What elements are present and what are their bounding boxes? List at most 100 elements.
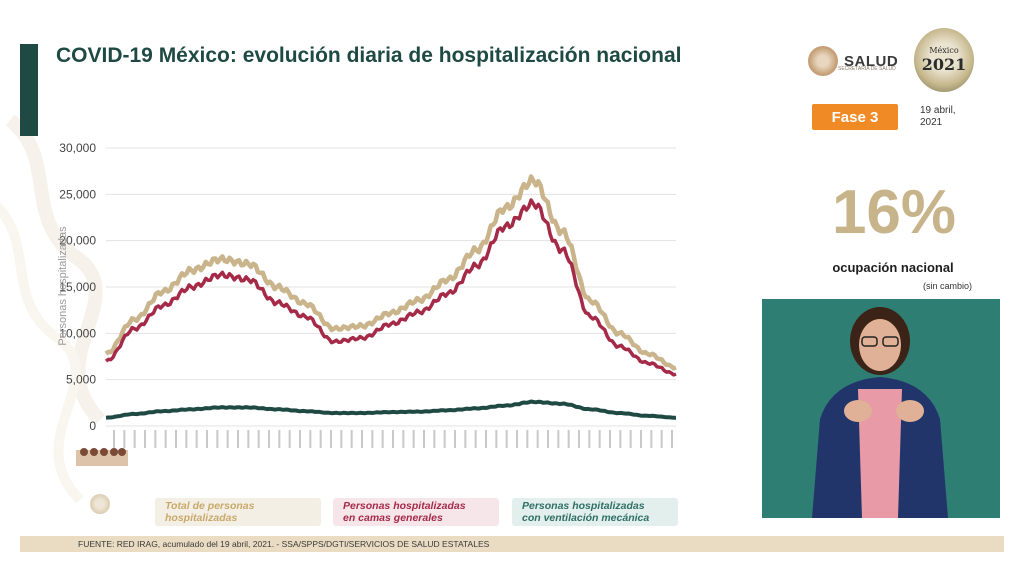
x-tick-mark bbox=[578, 430, 580, 448]
x-tick-mark bbox=[185, 430, 188, 448]
x-tick-mark bbox=[278, 430, 281, 448]
legend-total-line2: hospitalizadas bbox=[165, 512, 238, 524]
y-tick-label: 15,000 bbox=[59, 280, 96, 294]
x-tick-mark bbox=[381, 430, 384, 448]
x-tick-mark bbox=[237, 430, 239, 448]
mexico-2021-logo-year: 2021 bbox=[921, 55, 967, 74]
x-tick-mark bbox=[288, 430, 291, 448]
x-tick-mark bbox=[361, 430, 363, 448]
x-tick-mark bbox=[464, 430, 467, 448]
interpreter-right-hand bbox=[896, 400, 924, 422]
legend-total-line1: Total de personas bbox=[165, 500, 255, 512]
x-tick-mark bbox=[671, 430, 673, 448]
x-tick-mark bbox=[516, 430, 518, 448]
background-decoration bbox=[0, 114, 106, 504]
x-tick-mark bbox=[247, 430, 250, 448]
salud-logo-subtitle: SECRETARÍA DE SALUD bbox=[838, 66, 896, 72]
fase-badge: Fase 3 bbox=[812, 104, 898, 130]
x-tick-mark bbox=[619, 430, 622, 448]
source-footer: FUENTE: RED IRAG, acumulado del 19 abril… bbox=[20, 536, 1004, 552]
x-tick-mark bbox=[443, 430, 446, 448]
x-tick-mark bbox=[206, 430, 208, 448]
salud-logo: SALUD bbox=[808, 46, 898, 76]
y-tick-label: 20,000 bbox=[59, 234, 96, 248]
x-tick-mark bbox=[392, 430, 394, 448]
x-tick-mark bbox=[330, 430, 332, 448]
x-tick-mark bbox=[526, 430, 529, 448]
x-tick-mark bbox=[547, 430, 549, 448]
y-tick-label: 0 bbox=[89, 419, 96, 433]
x-tick-mark bbox=[309, 430, 312, 448]
x-tick-mark bbox=[588, 430, 591, 448]
y-tick-label: 30,000 bbox=[59, 141, 96, 155]
series-line-total bbox=[104, 174, 677, 371]
sign-language-interpreter-video bbox=[762, 299, 1000, 518]
x-tick-mark bbox=[609, 430, 611, 448]
x-tick-mark bbox=[402, 430, 405, 448]
legend-generales-line2: en camas generales bbox=[343, 512, 443, 524]
x-tick-mark bbox=[536, 430, 539, 448]
report-date-line1: 19 abril, bbox=[920, 105, 956, 116]
x-tick-mark bbox=[164, 430, 167, 448]
x-tick-mark bbox=[371, 430, 374, 448]
hospitalization-line-chart: 30,000 25,000 20,000 15,000 10,000 5,000 0 Per… bbox=[57, 141, 677, 448]
x-tick-mark bbox=[598, 430, 601, 448]
legend-ventilacion: Personas hospitalizadas con ventilación … bbox=[512, 498, 678, 526]
x-tick-mark bbox=[226, 430, 229, 448]
chart-y-axis: 30,000 25,000 20,000 15,000 10,000 5,000 0 bbox=[59, 141, 96, 433]
chart-x-axis bbox=[113, 430, 673, 448]
legend-total: Total de personas hospitalizadas bbox=[155, 498, 321, 526]
x-tick-mark bbox=[216, 430, 219, 448]
x-tick-mark bbox=[299, 430, 301, 448]
occupancy-change: (sin cambio) bbox=[922, 281, 972, 291]
y-tick-label: 5,000 bbox=[66, 373, 96, 387]
chart-grid bbox=[106, 147, 676, 427]
interpreter-left-hand bbox=[844, 400, 872, 422]
x-tick-mark bbox=[454, 430, 456, 448]
interpreter-face bbox=[859, 319, 901, 371]
page-title: COVID-19 México: evolución diaria de hos… bbox=[56, 44, 682, 67]
x-tick-mark bbox=[175, 430, 177, 448]
x-tick-mark bbox=[350, 430, 353, 448]
occupancy-percentage: 16% bbox=[831, 178, 957, 247]
x-tick-mark bbox=[567, 430, 570, 448]
interpreter-shirt bbox=[858, 389, 902, 518]
legend-ventilacion-line2: con ventilación mecánica bbox=[522, 512, 650, 524]
x-tick-mark bbox=[495, 430, 498, 448]
x-tick-mark bbox=[113, 430, 115, 448]
x-tick-mark bbox=[474, 430, 477, 448]
title-accent-bar bbox=[20, 44, 38, 136]
x-tick-mark bbox=[257, 430, 260, 448]
y-tick-label: 10,000 bbox=[59, 326, 96, 340]
government-emblem-icon bbox=[90, 494, 110, 514]
x-tick-mark bbox=[423, 430, 425, 448]
chart-y-axis-label: Personas hospitalizadas bbox=[57, 226, 69, 346]
x-tick-mark bbox=[319, 430, 322, 448]
x-tick-mark bbox=[195, 430, 198, 448]
x-tick-mark bbox=[123, 430, 126, 448]
report-date: 19 abril, 2021 bbox=[920, 105, 956, 129]
x-tick-mark bbox=[660, 430, 663, 448]
x-tick-mark bbox=[340, 430, 343, 448]
series-line-ventilacion bbox=[105, 399, 677, 420]
x-tick-mark bbox=[433, 430, 436, 448]
legend-camas-generales: Personas hospitalizadas en camas general… bbox=[333, 498, 499, 526]
x-tick-mark bbox=[133, 430, 136, 448]
x-tick-mark bbox=[629, 430, 632, 448]
x-tick-mark bbox=[412, 430, 415, 448]
series-line-generales bbox=[104, 198, 677, 377]
x-tick-mark bbox=[485, 430, 487, 448]
mexico-2021-logo-text: México bbox=[929, 46, 959, 55]
report-date-line2: 2021 bbox=[920, 117, 943, 128]
occupancy-label: ocupación nacional bbox=[832, 260, 954, 275]
x-tick-mark bbox=[505, 430, 508, 448]
salud-logo-text: SALUD bbox=[844, 52, 899, 70]
mexico-2021-logo: México 2021 bbox=[914, 28, 974, 92]
legend-ventilacion-line1: Personas hospitalizadas bbox=[522, 500, 645, 512]
x-tick-mark bbox=[650, 430, 653, 448]
legend-generales-line1: Personas hospitalizadas bbox=[343, 500, 466, 512]
x-tick-mark bbox=[557, 430, 560, 448]
x-tick-mark bbox=[268, 430, 270, 448]
x-tick-mark bbox=[640, 430, 642, 448]
interpreter-figure bbox=[762, 299, 1000, 518]
